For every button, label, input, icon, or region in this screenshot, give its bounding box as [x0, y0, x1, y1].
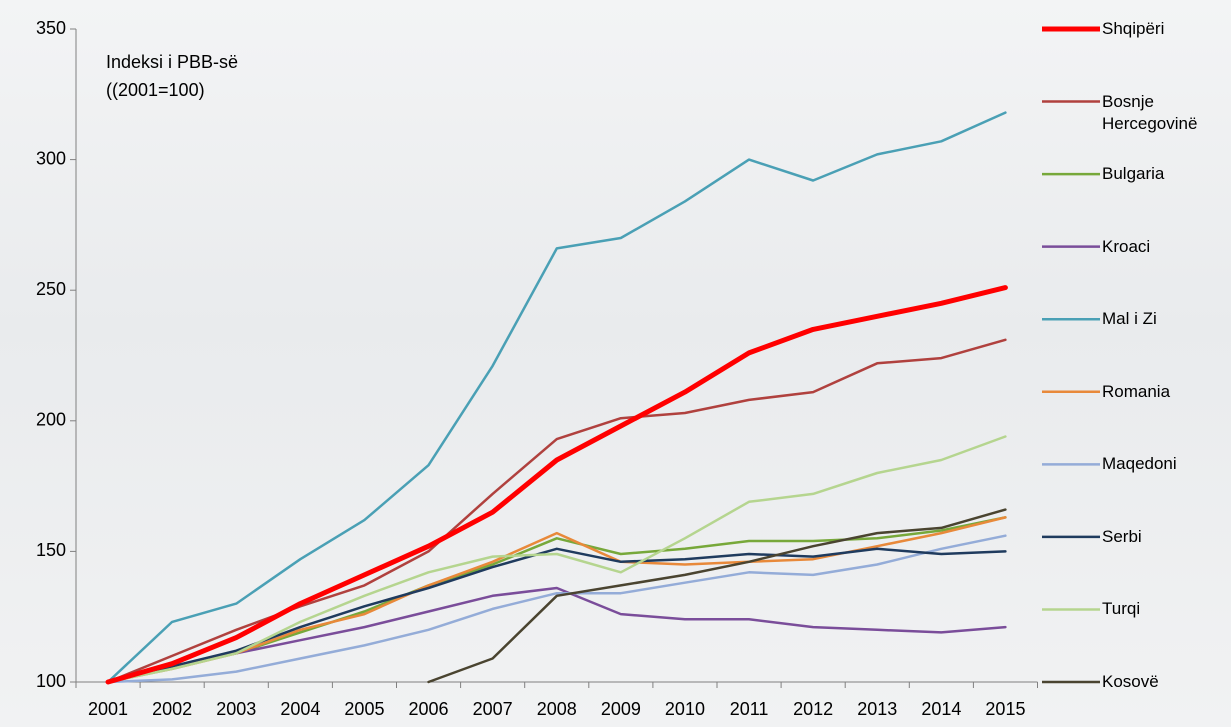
legend-label: Romania [1102, 381, 1227, 403]
legend-label: Kroaci [1102, 236, 1227, 258]
y-tick-label: 100 [36, 671, 66, 691]
chart: 100 150 200 250 300 350 2001 2002 2003 2004 2005 20… [0, 0, 1231, 727]
y-tick-label: 200 [36, 410, 66, 430]
series-line [108, 437, 1005, 683]
legend-label: Turqi [1102, 598, 1227, 620]
legend-label: Kosovë [1102, 671, 1227, 693]
y-tick-label: 300 [36, 148, 66, 168]
x-tick-label: 2003 [216, 699, 256, 719]
annotation-line: Indeksi i PBB-së [106, 48, 238, 76]
series-line [108, 549, 1005, 682]
annotation: Indeksi i PBB-së ((2001=100) [106, 48, 238, 104]
legend-label: Bosnje Hercegovinë [1102, 91, 1227, 135]
series-line [108, 536, 1005, 682]
annotation-line: ((2001=100) [106, 76, 238, 104]
legend-label: Mal i Zi [1102, 308, 1227, 330]
page: {"chart_data": {"type": "line", "annotat… [0, 0, 1231, 727]
x-tick-label: 2012 [793, 699, 833, 719]
x-tick-label: 2014 [921, 699, 961, 719]
legend-label: Serbi [1102, 526, 1227, 548]
legend-label: Bulgaria [1102, 163, 1227, 185]
series-line [429, 510, 1006, 682]
series-line [108, 288, 1005, 682]
x-tick-label: 2001 [88, 699, 128, 719]
x-tick-label: 2009 [601, 699, 641, 719]
x-tick-label: 2002 [152, 699, 192, 719]
x-tick-label: 2010 [665, 699, 705, 719]
y-tick-label: 150 [36, 540, 66, 560]
x-tick-label: 2007 [473, 699, 513, 719]
x-tick-label: 2005 [344, 699, 384, 719]
x-tick-label: 2013 [857, 699, 897, 719]
x-tick-label: 2004 [280, 699, 320, 719]
x-tick-label: 2008 [537, 699, 577, 719]
legend-label: Shqipëri [1102, 18, 1227, 40]
y-tick-label: 350 [36, 18, 66, 38]
x-tick-label: 2011 [730, 699, 769, 719]
x-tick-label: 2006 [409, 699, 449, 719]
x-tick-label: 2015 [985, 699, 1025, 719]
legend-label: Maqedoni [1102, 453, 1227, 475]
y-tick-label: 250 [36, 279, 66, 299]
